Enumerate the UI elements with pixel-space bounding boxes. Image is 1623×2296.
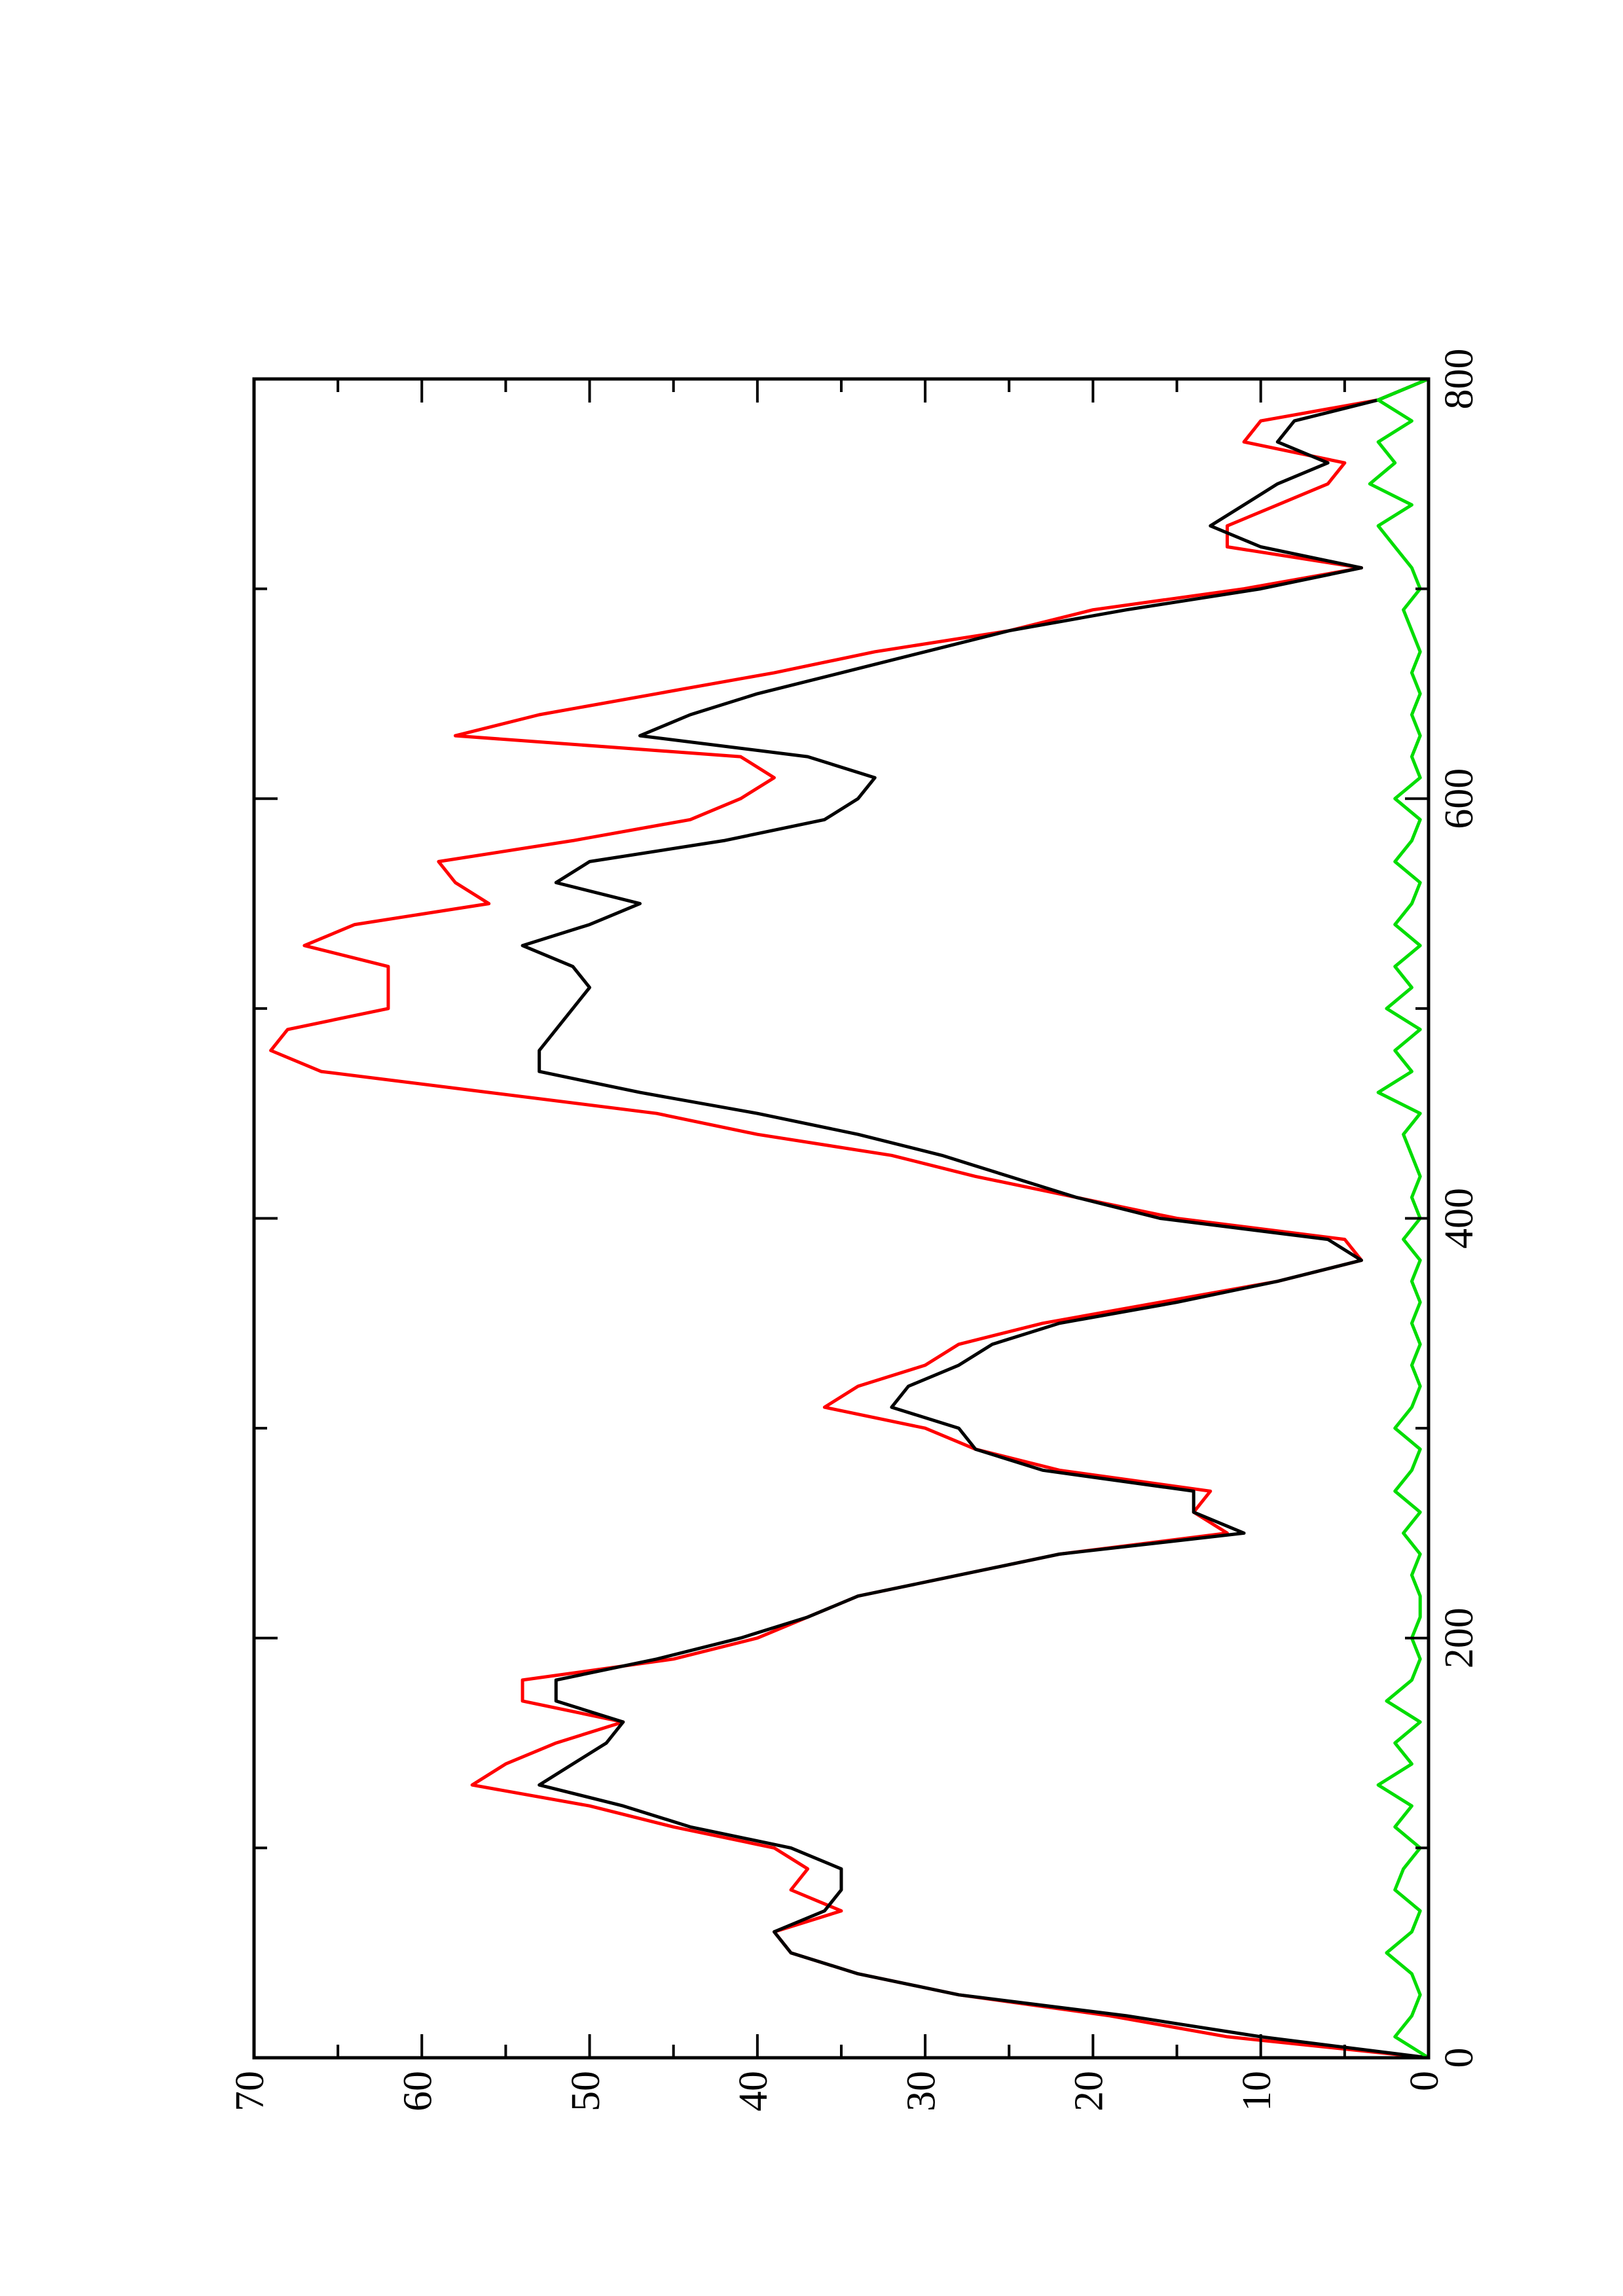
y-tick-label: 0 xyxy=(1402,2071,1447,2091)
y-tick-label: 70 xyxy=(228,2071,272,2111)
x-tick-label: 0 xyxy=(1437,2048,1482,2068)
x-tick-label: 400 xyxy=(1437,1188,1482,1249)
y-tick-label: 50 xyxy=(564,2071,608,2111)
data-line xyxy=(520,377,1429,2060)
plot-area: 0 200 400 600 800 0 10 20 30 40 50 60 70 xyxy=(228,349,1482,2112)
x-tick-label: 600 xyxy=(1437,768,1482,829)
data-line xyxy=(269,377,1429,2060)
plot-frame xyxy=(252,377,1431,2060)
y-tick-label: 60 xyxy=(396,2071,441,2111)
y-tick-label: 30 xyxy=(899,2071,943,2111)
y-tick-label: 40 xyxy=(731,2071,776,2111)
x-tick-label: 200 xyxy=(1437,1607,1482,1668)
x-tick-label: 800 xyxy=(1437,349,1482,410)
y-tick-label: 10 xyxy=(1235,2071,1279,2111)
y-tick-label: 20 xyxy=(1067,2071,1112,2111)
